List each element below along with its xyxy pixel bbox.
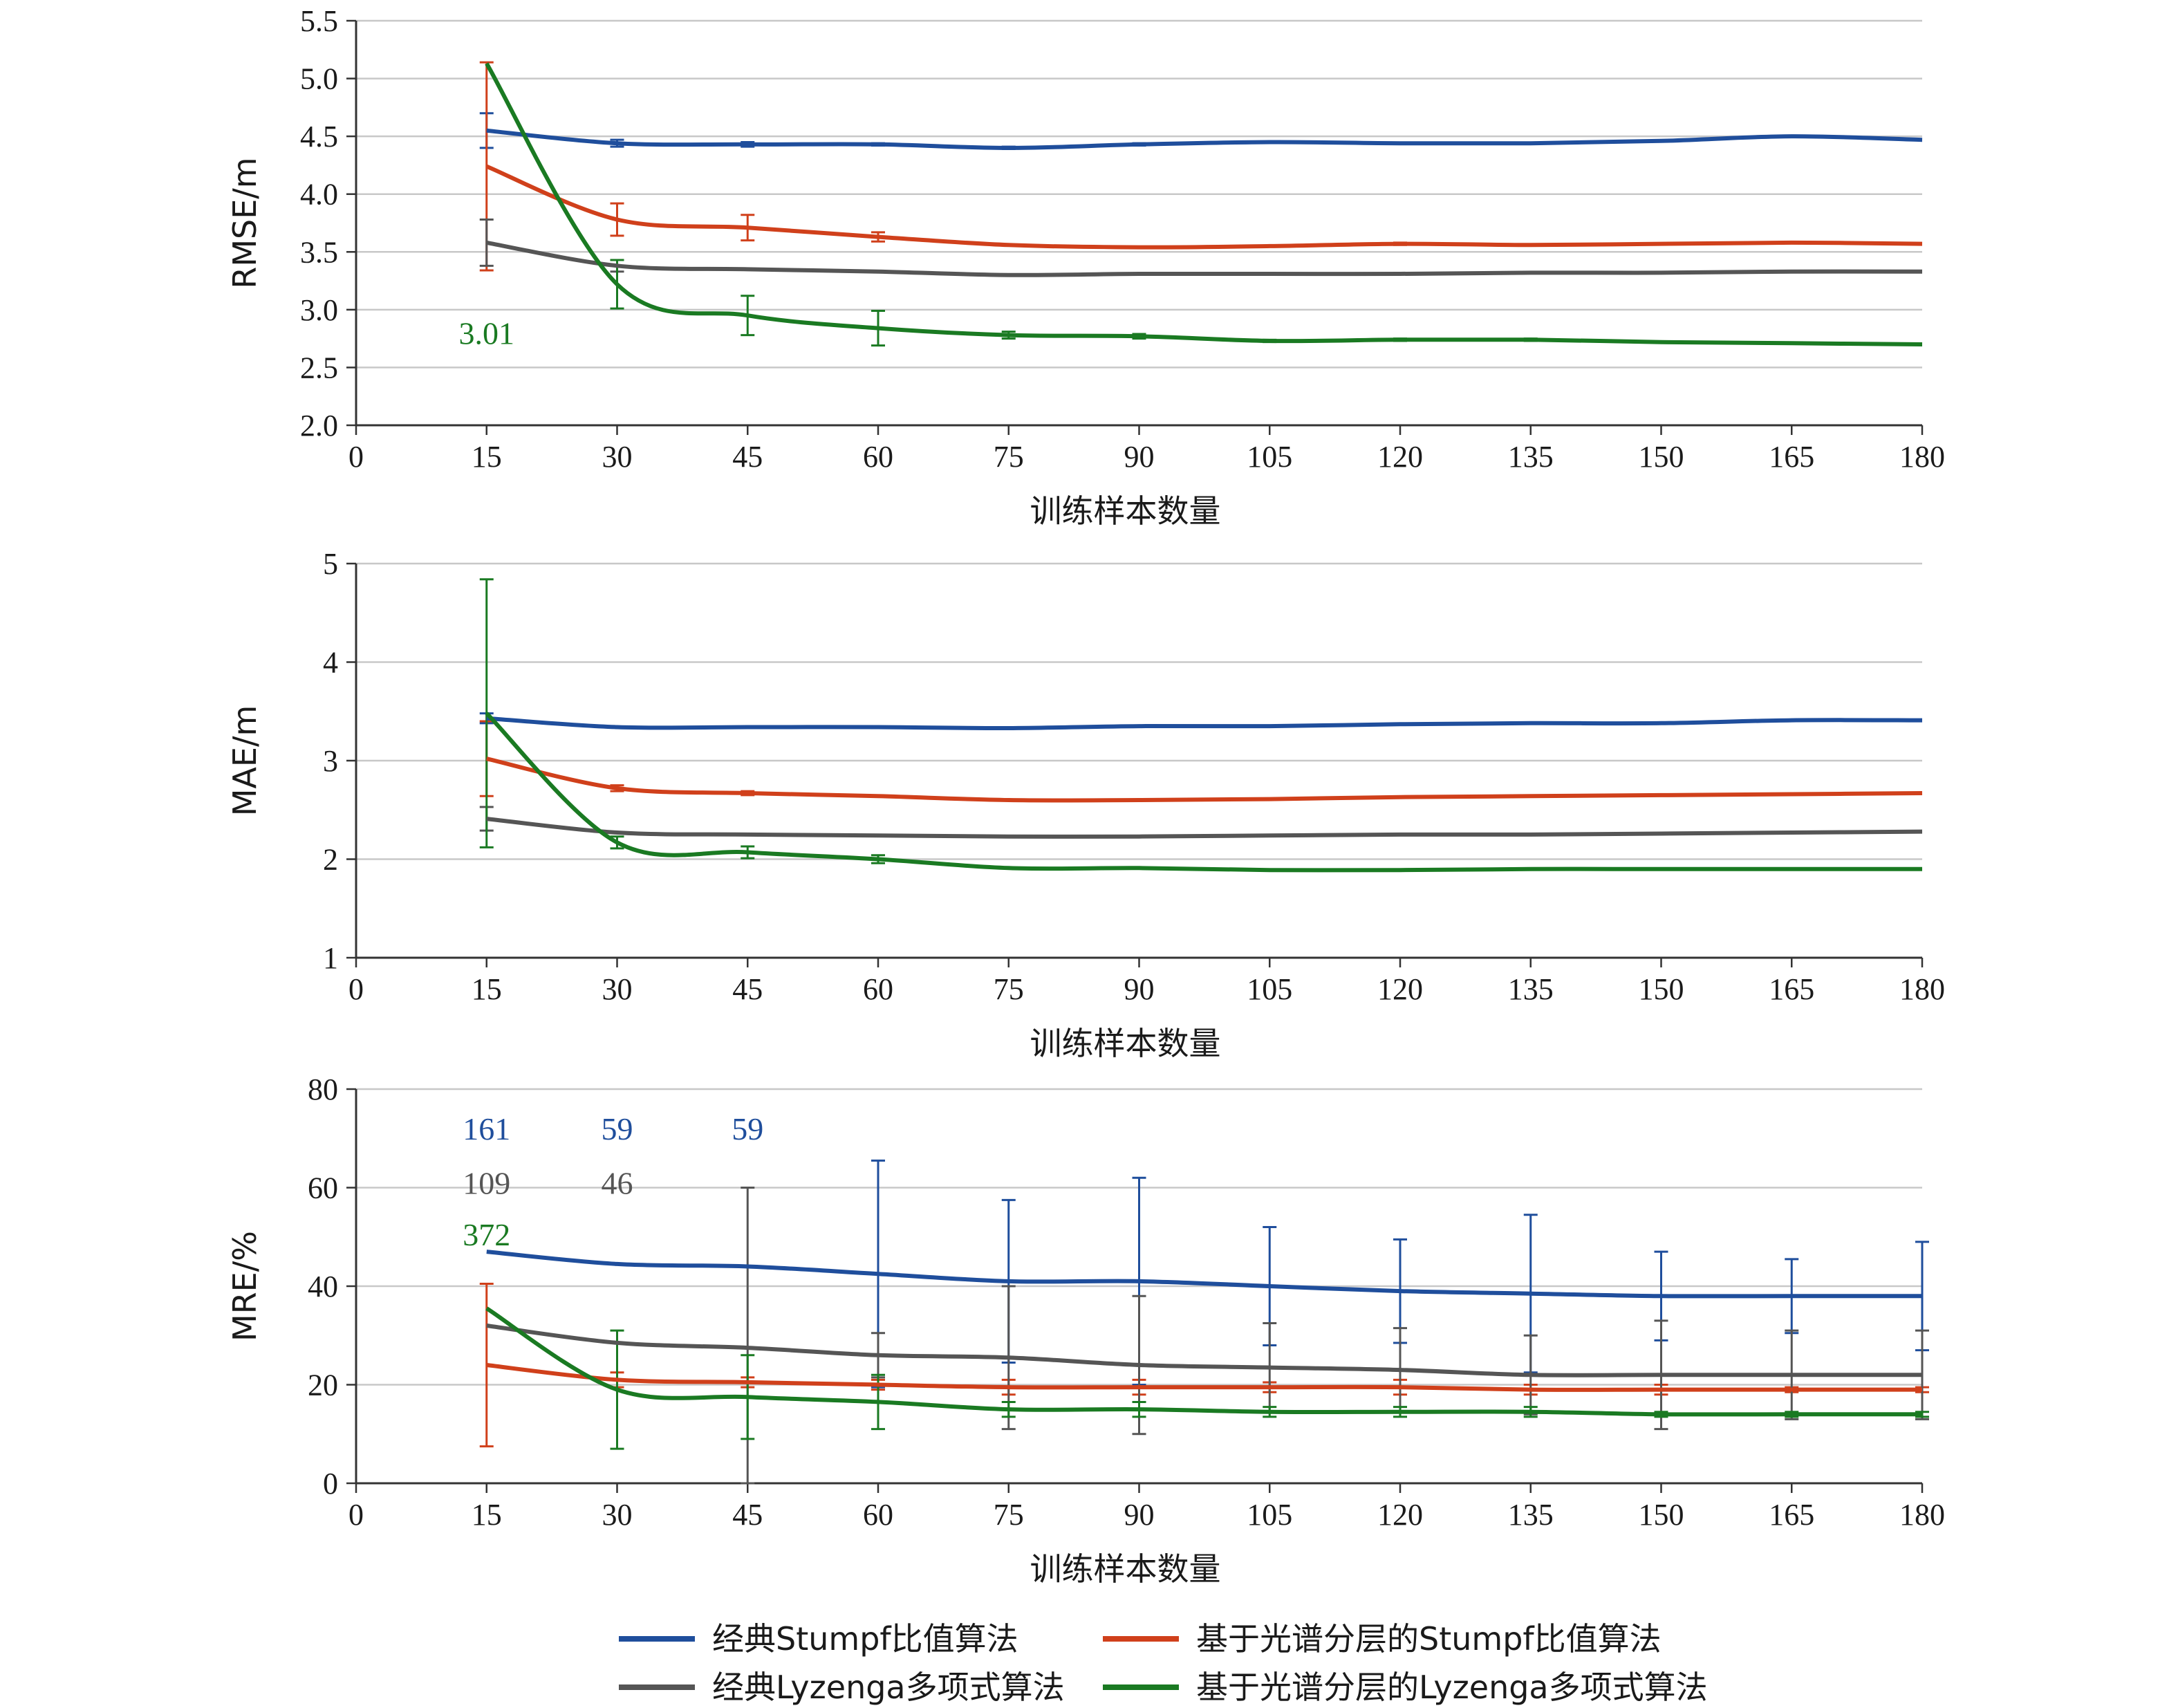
x-tick-label: 135 xyxy=(1508,1498,1554,1532)
x-tick-label: 165 xyxy=(1769,1498,1814,1532)
y-tick-label: 2 xyxy=(323,843,338,877)
series-line-classic-stumpf xyxy=(486,716,1923,731)
series-line-layered-stumpf xyxy=(485,164,1923,250)
x-tick-label: 120 xyxy=(1377,440,1423,474)
y-tick-label: 4 xyxy=(323,646,338,680)
x-axis-title: 训练样本数量 xyxy=(1030,492,1221,530)
x-tick-label: 30 xyxy=(602,1498,633,1532)
legend-label-classic-lyzenga: 经典Lyzenga多项式算法 xyxy=(712,1669,1065,1706)
y-tick-label: 0 xyxy=(323,1467,338,1501)
x-tick-label: 75 xyxy=(994,1498,1024,1532)
y-tick-label: 40 xyxy=(308,1270,338,1303)
x-tick-label: 120 xyxy=(1377,972,1423,1006)
x-tick-label: 15 xyxy=(472,972,502,1006)
x-tick-label: 165 xyxy=(1769,440,1814,474)
legend-item-classic-lyzenga: 经典Lyzenga多项式算法 xyxy=(619,1669,1065,1706)
x-tick-label: 135 xyxy=(1508,972,1554,1006)
value-annotation: 59 xyxy=(602,1111,633,1147)
x-axis-title: 训练样本数量 xyxy=(1030,1550,1221,1588)
y-tick-label: 2.5 xyxy=(300,351,338,384)
value-annotation: 59 xyxy=(732,1111,763,1147)
y-tick-label: 4.5 xyxy=(300,120,338,154)
y-axis-title: RMSE/m xyxy=(226,157,263,288)
legend-item-classic-stumpf: 经典Stumpf比值算法 xyxy=(619,1620,1018,1658)
y-tick-label: 5 xyxy=(323,547,338,581)
x-tick-label: 165 xyxy=(1769,972,1814,1006)
x-tick-label: 150 xyxy=(1639,1498,1684,1532)
x-tick-label: 60 xyxy=(863,440,893,474)
x-tick-label: 45 xyxy=(732,440,763,474)
series-line-classic-lyzenga xyxy=(486,817,1923,839)
legend-label-layered-stumpf: 基于光谱分层的Stumpf比值算法 xyxy=(1196,1620,1662,1658)
y-tick-label: 5.5 xyxy=(300,4,338,38)
x-tick-label: 180 xyxy=(1899,1498,1945,1532)
value-annotation: 109 xyxy=(463,1165,510,1200)
x-tick-label: 120 xyxy=(1377,1498,1423,1532)
series-line-layered-stumpf xyxy=(486,756,1923,803)
x-tick-label: 60 xyxy=(863,972,893,1006)
x-tick-label: 105 xyxy=(1247,440,1292,474)
x-tick-label: 45 xyxy=(732,1498,763,1532)
series-line-layered-lyzenga xyxy=(485,712,1922,873)
x-tick-label: 180 xyxy=(1899,972,1945,1006)
x-tick-label: 0 xyxy=(348,440,364,474)
legend-item-layered-lyzenga: 基于光谱分层的Lyzenga多项式算法 xyxy=(1103,1669,1708,1706)
series-line-classic-stumpf xyxy=(486,128,1923,150)
series-line-layered-lyzenga xyxy=(485,1306,1922,1417)
series-line-classic-lyzenga xyxy=(486,1324,1922,1377)
value-annotation: 3.01 xyxy=(459,315,515,351)
x-tick-label: 60 xyxy=(863,1498,893,1532)
x-tick-label: 150 xyxy=(1639,440,1684,474)
rmse-panel: 2.0 2.5 3.0 3.5 4.0 4.5 5.0 5.5 0 15 30 45 60 75 90 105… xyxy=(226,4,1945,530)
x-tick-label: 90 xyxy=(1124,972,1155,1006)
x-tick-label: 0 xyxy=(348,1498,364,1532)
x-tick-label: 45 xyxy=(732,972,763,1006)
y-axis-title: MRE/% xyxy=(226,1231,263,1342)
series-line-layered-lyzenga xyxy=(485,62,1923,346)
x-tick-label: 90 xyxy=(1124,1498,1155,1532)
y-tick-label: 20 xyxy=(308,1368,338,1402)
y-tick-label: 80 xyxy=(308,1073,338,1106)
y-tick-label: 60 xyxy=(308,1171,338,1205)
series-line-classic-stumpf xyxy=(486,1250,1922,1299)
y-tick-label: 3 xyxy=(323,744,338,778)
y-tick-label: 3.0 xyxy=(300,293,338,327)
y-tick-label: 1 xyxy=(323,941,338,975)
x-tick-label: 90 xyxy=(1124,440,1155,474)
x-axis-title: 训练样本数量 xyxy=(1030,1025,1221,1062)
x-tick-label: 75 xyxy=(994,972,1024,1006)
x-tick-label: 105 xyxy=(1247,1498,1292,1532)
series-line-classic-lyzenga xyxy=(486,240,1923,277)
y-tick-label: 3.5 xyxy=(300,235,338,269)
y-tick-label: 2.0 xyxy=(300,409,338,443)
x-tick-label: 0 xyxy=(348,972,364,1006)
x-tick-label: 15 xyxy=(472,440,502,474)
y-axis-title: MAE/m xyxy=(226,705,263,817)
legend-label-layered-lyzenga: 基于光谱分层的Lyzenga多项式算法 xyxy=(1196,1669,1708,1706)
y-tick-label: 4.0 xyxy=(300,178,338,212)
value-annotation: 46 xyxy=(602,1165,633,1200)
legend-item-layered-stumpf: 基于光谱分层的Stumpf比值算法 xyxy=(1103,1620,1662,1658)
value-annotation: 372 xyxy=(463,1217,510,1252)
mre-panel: 0 20 40 60 80 0 15 30 45 60 75 90 105 120 135 150 165 180… xyxy=(226,1073,1945,1588)
x-tick-label: 15 xyxy=(472,1498,502,1532)
x-tick-label: 105 xyxy=(1247,972,1292,1006)
x-tick-label: 30 xyxy=(602,440,633,474)
value-annotation: 161 xyxy=(463,1111,510,1147)
y-tick-label: 5.0 xyxy=(300,62,338,96)
x-tick-label: 180 xyxy=(1899,440,1945,474)
series-line-layered-stumpf xyxy=(486,1363,1922,1392)
legend-label-classic-stumpf: 经典Stumpf比值算法 xyxy=(712,1620,1018,1658)
x-tick-label: 75 xyxy=(994,440,1024,474)
legend: 经典Stumpf比值算法 基于光谱分层的Stumpf比值算法 经典Lyzenga… xyxy=(619,1620,1708,1706)
x-tick-label: 30 xyxy=(602,972,633,1006)
x-tick-label: 135 xyxy=(1508,440,1554,474)
x-tick-label: 150 xyxy=(1639,972,1684,1006)
